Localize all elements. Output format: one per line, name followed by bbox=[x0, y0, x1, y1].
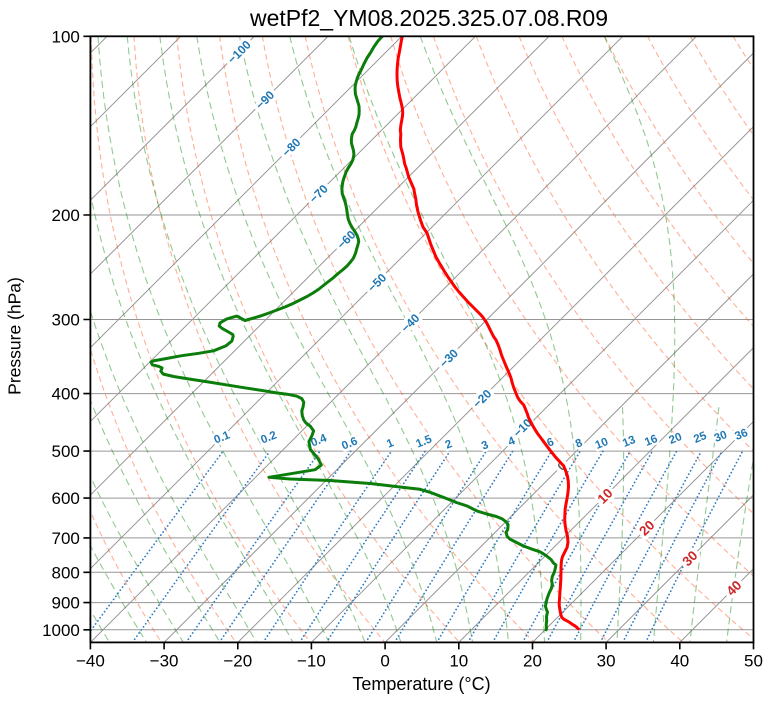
svg-text:500: 500 bbox=[52, 442, 80, 461]
svg-text:wetPf2_YM08.2025.325.07.08.R09: wetPf2_YM08.2025.325.07.08.R09 bbox=[249, 5, 608, 31]
svg-text:−30: −30 bbox=[150, 651, 179, 670]
svg-text:800: 800 bbox=[52, 563, 80, 582]
svg-text:Pressure (hPa): Pressure (hPa) bbox=[5, 277, 25, 395]
svg-text:−10: −10 bbox=[297, 651, 326, 670]
svg-text:10: 10 bbox=[449, 651, 468, 670]
svg-text:700: 700 bbox=[52, 529, 80, 548]
svg-text:−20: −20 bbox=[223, 651, 252, 670]
svg-text:600: 600 bbox=[52, 489, 80, 508]
svg-text:1000: 1000 bbox=[42, 621, 80, 640]
svg-text:900: 900 bbox=[52, 594, 80, 613]
svg-text:200: 200 bbox=[52, 206, 80, 225]
svg-text:20: 20 bbox=[523, 651, 542, 670]
svg-text:Temperature (°C): Temperature (°C) bbox=[352, 674, 490, 694]
svg-text:0: 0 bbox=[380, 651, 389, 670]
svg-text:−40: −40 bbox=[76, 651, 105, 670]
svg-text:300: 300 bbox=[52, 311, 80, 330]
svg-text:400: 400 bbox=[52, 385, 80, 404]
svg-text:40: 40 bbox=[670, 651, 689, 670]
svg-text:100: 100 bbox=[52, 27, 80, 46]
svg-text:50: 50 bbox=[744, 651, 763, 670]
svg-text:30: 30 bbox=[597, 651, 616, 670]
